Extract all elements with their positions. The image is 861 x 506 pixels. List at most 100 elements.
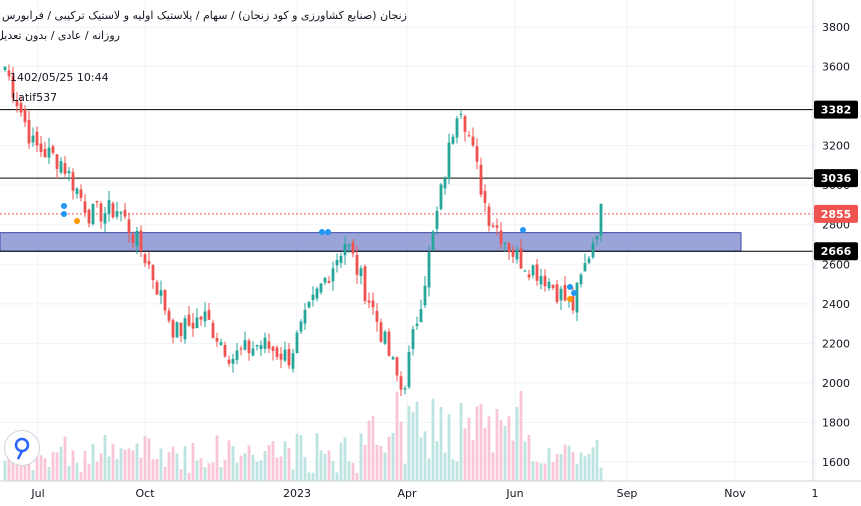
volume-bar xyxy=(503,426,507,481)
volume-bar xyxy=(267,444,271,481)
volume-bar xyxy=(55,452,59,481)
volume-bar xyxy=(271,441,275,481)
candle-body xyxy=(63,163,67,174)
volume-bar xyxy=(115,458,119,481)
volume-bar xyxy=(599,467,603,481)
price-tick-label: 3600 xyxy=(822,61,850,74)
horizontal-levels xyxy=(0,109,813,252)
candle-body xyxy=(31,135,35,143)
volume-bar xyxy=(507,415,511,481)
candle-body xyxy=(191,322,195,329)
candle-body xyxy=(435,210,439,230)
volume-bar xyxy=(379,446,383,481)
candle-body xyxy=(247,340,251,354)
candle-body xyxy=(271,346,275,351)
candle-body xyxy=(523,270,527,272)
candle-body xyxy=(267,341,271,349)
volume-bar xyxy=(335,472,339,481)
candle-body xyxy=(219,342,223,345)
volume-bar xyxy=(551,462,555,481)
candle-body xyxy=(111,203,115,218)
volume-bar xyxy=(95,461,99,481)
candle-body xyxy=(199,316,203,320)
candle-body xyxy=(511,249,515,257)
volume-bar xyxy=(51,451,55,481)
volume-bar xyxy=(383,452,387,481)
candle-body xyxy=(15,100,19,107)
candle-body xyxy=(279,353,283,360)
volume-bar xyxy=(539,463,543,481)
candle-body xyxy=(287,349,291,366)
volume-bar xyxy=(183,446,187,481)
candle-body xyxy=(551,284,555,288)
volume-bar xyxy=(207,463,211,481)
candle-body xyxy=(355,255,359,275)
volume-bar xyxy=(135,443,139,481)
candle-body xyxy=(99,203,103,222)
candle-body xyxy=(131,234,135,243)
candle-body xyxy=(119,212,123,214)
candle-body xyxy=(503,243,507,245)
volume-bar xyxy=(307,472,311,481)
volume-bar xyxy=(191,442,195,481)
volume-bar xyxy=(211,462,215,481)
price-tick-label: 2200 xyxy=(822,337,850,350)
candle-body xyxy=(451,136,455,144)
tradingview-logo[interactable] xyxy=(4,430,40,466)
candle-body xyxy=(427,252,431,288)
volume-bar xyxy=(239,455,243,481)
candle-body xyxy=(487,206,491,226)
candle-body xyxy=(411,329,415,349)
volume-bar xyxy=(15,453,19,481)
signal-dot xyxy=(567,284,573,290)
volume-bar xyxy=(535,461,539,481)
volume-bar xyxy=(543,463,547,481)
candle-body xyxy=(55,154,59,169)
candle-body xyxy=(183,318,187,340)
volume-bar xyxy=(575,464,579,481)
candle-body xyxy=(11,75,15,98)
candle-body xyxy=(395,357,399,376)
volume-bar xyxy=(231,446,235,481)
volume-bar xyxy=(343,437,347,481)
volume-bar xyxy=(347,461,351,481)
candle-body xyxy=(251,348,255,356)
candle-body xyxy=(543,275,547,287)
candle-body xyxy=(387,331,391,356)
volume-bar xyxy=(515,407,519,481)
candle-body xyxy=(163,289,167,311)
volume-bar xyxy=(107,456,111,481)
candle-body xyxy=(391,357,395,360)
volume-bar xyxy=(179,469,183,481)
candle-body xyxy=(327,281,331,284)
volume-bar xyxy=(11,456,15,481)
volume-bar xyxy=(83,450,87,481)
candle-body xyxy=(223,345,227,357)
candle-body xyxy=(591,242,595,258)
volume-bar xyxy=(587,453,591,481)
candle-body xyxy=(323,277,327,283)
candle-body xyxy=(563,284,567,301)
volume-bar xyxy=(451,459,455,481)
candle-body xyxy=(67,170,71,174)
candle-body xyxy=(159,290,163,296)
volume-bar xyxy=(547,448,551,481)
volume-bar xyxy=(223,459,227,481)
volume-bar xyxy=(219,467,223,481)
volume-bar xyxy=(159,448,163,481)
volume-bar xyxy=(491,452,495,481)
volume-bar xyxy=(227,440,231,481)
volume-bar xyxy=(263,451,267,481)
volume-bar xyxy=(295,433,299,481)
volume-bar xyxy=(123,449,127,481)
candle-body xyxy=(255,345,259,347)
last-price-tag-label: 2855 xyxy=(821,208,852,221)
price-tick-label: 3800 xyxy=(822,21,850,34)
volume-bar xyxy=(35,457,39,481)
volume-bar xyxy=(275,457,279,481)
candle-body xyxy=(43,148,47,158)
candle-body xyxy=(3,66,7,71)
volume-bar xyxy=(215,435,219,481)
volume-bar xyxy=(3,460,7,481)
